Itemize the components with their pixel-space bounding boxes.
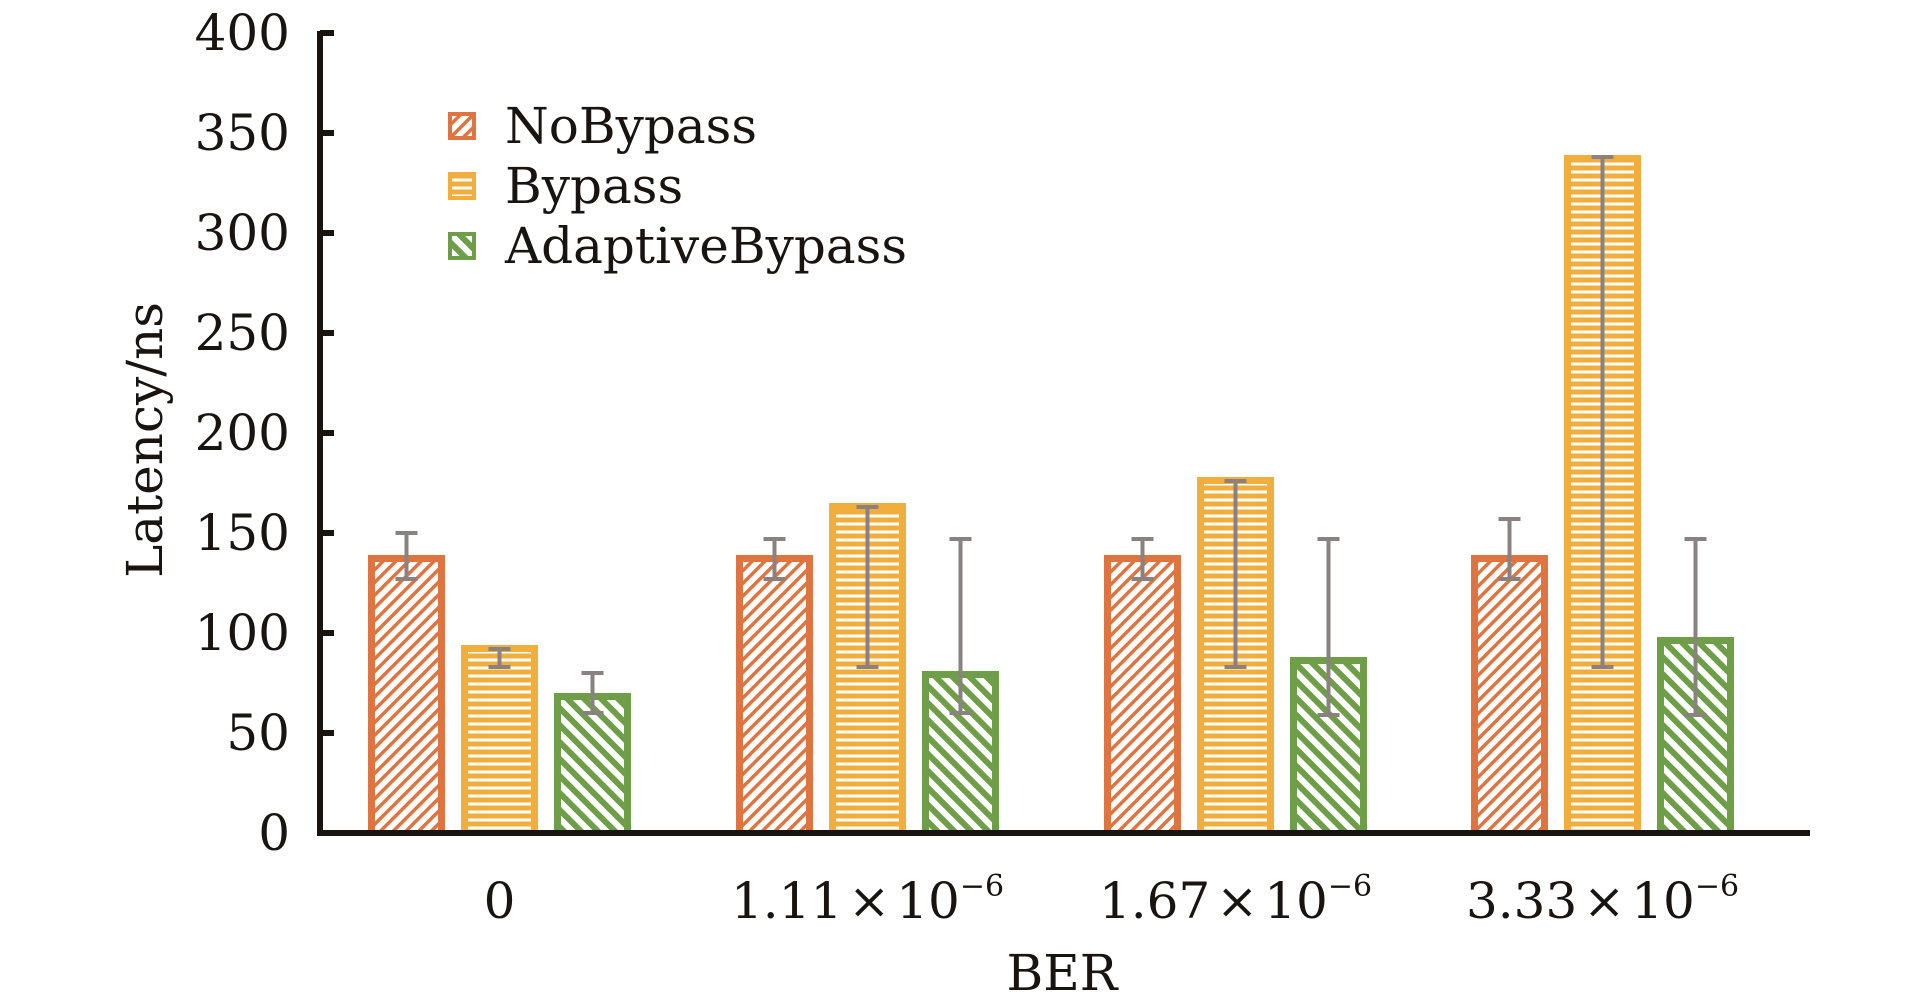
legend-swatch-pattern bbox=[452, 116, 472, 136]
bar-nobypass-0 bbox=[368, 555, 445, 833]
x-tick-exp: −6 bbox=[1695, 869, 1739, 904]
x-tick-exp: −6 bbox=[960, 869, 1004, 904]
error-bar-bypass-3 bbox=[1591, 155, 1614, 669]
bar-fill-pattern bbox=[1478, 562, 1541, 833]
x-tick-label: 1.67 × 10−6 bbox=[1099, 869, 1372, 930]
y-axis-label: Latency/ns bbox=[116, 302, 174, 578]
x-tick-mantissa: 0 bbox=[484, 872, 516, 930]
x-tick-base: 10 bbox=[1264, 872, 1328, 930]
legend-item-nobypass: NoBypass bbox=[448, 97, 757, 155]
y-tick-label: 300 bbox=[195, 204, 290, 262]
bar-fill-pattern bbox=[468, 652, 531, 833]
y-tick-label: 200 bbox=[195, 404, 290, 462]
y-ticks-layer: 0 50 100 150 200 250 300 350 400 bbox=[195, 4, 334, 862]
bar-nobypass-1 bbox=[736, 555, 813, 833]
bars-layer bbox=[368, 155, 1734, 833]
error-bar-nobypass-2 bbox=[1131, 537, 1154, 581]
error-bar-adaptivebypass-3 bbox=[1684, 537, 1707, 717]
legend-item-bypass: Bypass bbox=[448, 157, 683, 215]
legend-label: AdaptiveBypass bbox=[504, 217, 907, 275]
error-bar-bypass-2 bbox=[1224, 479, 1247, 669]
x-axis-label: BER bbox=[1007, 944, 1119, 992]
y-tick-label: 100 bbox=[195, 604, 290, 662]
x-tick-mantissa: 1.67 bbox=[1099, 872, 1210, 930]
x-tick-base: 10 bbox=[896, 872, 960, 930]
x-tick-label: 3.33 × 10−6 bbox=[1466, 869, 1739, 930]
bar-bypass-0 bbox=[461, 645, 538, 833]
error-bar-nobypass-0 bbox=[395, 531, 418, 581]
legend-swatch-pattern bbox=[452, 236, 472, 256]
x-tick-mantissa: 1.11 bbox=[731, 872, 842, 930]
y-tick-label: 250 bbox=[195, 304, 290, 362]
x-ticks-layer: 0 1.11 × 10−6 1.67 × 10−6 3.33 × 10−6 bbox=[484, 869, 1739, 930]
x-tick-base: 10 bbox=[1631, 872, 1695, 930]
bar-fill-pattern bbox=[743, 562, 806, 833]
x-tick-label: 0 bbox=[484, 872, 516, 930]
bar-fill-pattern bbox=[561, 700, 624, 833]
legend-item-adaptivebypass: AdaptiveBypass bbox=[448, 217, 907, 275]
error-bar-adaptivebypass-2 bbox=[1317, 537, 1340, 717]
error-bar-nobypass-1 bbox=[763, 537, 786, 581]
x-tick-times: × bbox=[1216, 872, 1258, 930]
x-tick-label: 1.11 × 10−6 bbox=[731, 869, 1004, 930]
legend-label: NoBypass bbox=[505, 97, 757, 155]
legend-swatch-pattern bbox=[452, 176, 472, 196]
y-tick-label: 150 bbox=[195, 504, 290, 562]
y-tick-label: 350 bbox=[195, 104, 290, 162]
bar-fill-pattern bbox=[1111, 562, 1174, 833]
error-bar-nobypass-3 bbox=[1498, 517, 1521, 581]
y-tick-label: 400 bbox=[195, 4, 290, 62]
error-bar-bypass-1 bbox=[856, 505, 879, 669]
legend-label: Bypass bbox=[505, 157, 683, 215]
error-bar-adaptivebypass-0 bbox=[581, 671, 604, 715]
y-tick-label: 0 bbox=[258, 804, 290, 862]
bar-nobypass-2 bbox=[1104, 555, 1181, 833]
x-tick-exp: −6 bbox=[1328, 869, 1372, 904]
x-tick-mantissa: 3.33 bbox=[1466, 872, 1577, 930]
error-bars-layer bbox=[395, 155, 1707, 717]
bar-fill-pattern bbox=[375, 562, 438, 833]
x-tick-times: × bbox=[848, 872, 890, 930]
error-bar-bypass-0 bbox=[488, 647, 511, 669]
y-tick-label: 50 bbox=[226, 704, 290, 762]
bar-adaptivebypass-0 bbox=[554, 693, 631, 833]
error-bar-adaptivebypass-1 bbox=[949, 537, 972, 715]
x-tick-times: × bbox=[1583, 872, 1625, 930]
bar-nobypass-3 bbox=[1471, 555, 1548, 833]
